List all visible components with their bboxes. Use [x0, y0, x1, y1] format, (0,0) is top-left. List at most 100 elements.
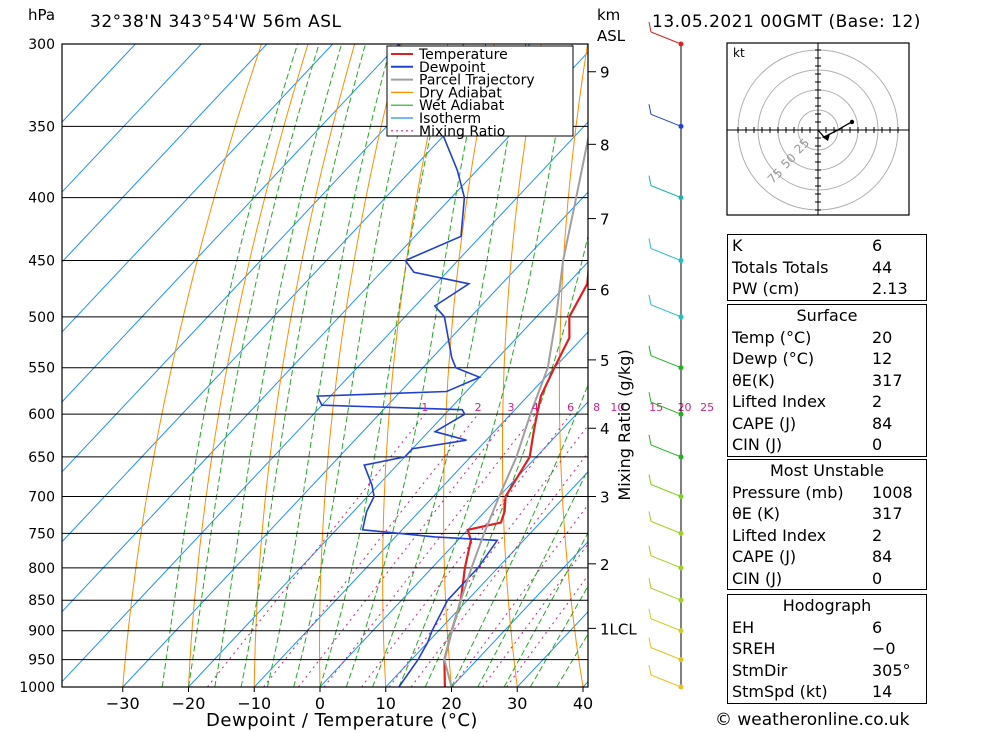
hodograph-value: 305°	[872, 660, 911, 680]
most-unstable-row: θE (K) 317	[728, 503, 927, 525]
location-label: 32°38'N 343°54'W 56m ASL	[90, 12, 342, 32]
hodograph-value: −0	[872, 639, 896, 658]
wet-adiabat-line	[503, 531, 588, 687]
mixing-ratio-line	[323, 413, 536, 687]
most-unstable-row: CIN (J) 0	[728, 568, 927, 590]
dry-adiabat-line	[319, 44, 402, 687]
temperature-tick-label: −30	[106, 694, 140, 713]
most-unstable-value: 317	[872, 504, 903, 523]
asl-unit-label: ASL	[597, 27, 626, 45]
surface-row: θE(K) 317	[728, 370, 927, 392]
wind-barb	[650, 520, 682, 534]
hodograph-trace	[817, 121, 853, 138]
wind-barb	[650, 113, 682, 127]
wind-barb-flag	[648, 664, 652, 676]
pressure-tick-label: 1000	[19, 680, 55, 696]
dry-adiabat-line	[188, 44, 309, 687]
most-unstable-label: CAPE (J)	[732, 547, 797, 566]
pressure-tick-label: 400	[28, 191, 55, 207]
pressure-tick-label: 850	[28, 593, 55, 609]
surface-label: Temp (°C)	[732, 327, 812, 347]
wind-barb-flag	[648, 511, 652, 522]
wet-adiabat-line	[266, 44, 392, 687]
temperature-tick-label: 10	[376, 694, 396, 713]
hodograph-row: SREH −0	[728, 638, 927, 660]
surface-value: 84	[872, 413, 893, 433]
most-unstable-label: CIN (J)	[732, 568, 783, 588]
wind-barb-flag	[648, 545, 652, 556]
wind-barb-flag	[648, 474, 652, 485]
pressure-tick-label: 600	[28, 407, 55, 423]
wet-adiabat-line	[214, 44, 343, 687]
wind-barb	[650, 647, 682, 661]
mixing-ratio-label: 15	[649, 401, 663, 414]
index-value: 44	[872, 257, 893, 277]
dry-adiabat-line	[253, 44, 356, 687]
pressure-tick-label: 300	[28, 37, 55, 53]
most-unstable-value: 2	[872, 525, 883, 545]
wet-adiabat-line	[161, 44, 299, 687]
hodograph-label: EH	[732, 617, 755, 637]
most-unstable-label: Pressure (mb)	[732, 482, 844, 502]
dry-adiabat-line	[443, 44, 495, 687]
mixing-ratio-label: 6	[567, 401, 574, 414]
height-tick-label: 9	[600, 64, 610, 82]
pressure-unit-label: hPa	[28, 6, 56, 24]
mixing-ratio-line	[361, 413, 572, 687]
parcel-trajectory-curve	[443, 134, 588, 687]
hodograph-row: StmSpd (kt) 14	[728, 681, 927, 703]
wind-barb-flag	[648, 608, 652, 619]
surface-value: 20	[872, 327, 893, 347]
mixing-ratio-line	[298, 413, 512, 687]
legend-label: Isotherm	[419, 111, 481, 127]
isotherm-line	[62, 44, 399, 403]
storm-motion-marker	[822, 134, 830, 141]
surface-label: CIN (J)	[732, 435, 783, 454]
most-unstable-row: Pressure (mb) 1008	[728, 482, 927, 504]
wind-barb-flag	[648, 434, 652, 446]
most-unstable-row: Lifted Index 2	[728, 525, 927, 547]
mixing-ratio-labels: 1 2 3 4 6 8 10 15 20 25	[421, 401, 714, 414]
km-unit-label: km	[597, 6, 621, 24]
height-tick-label: 2	[600, 556, 610, 574]
hodograph-label: StmDir	[732, 660, 788, 680]
wind-barb	[650, 355, 682, 369]
wind-barb	[650, 555, 682, 569]
pressure-tick-label: 500	[28, 310, 55, 326]
mixing-ratio-axis-label: Mixing Ratio (g/kg)	[615, 349, 634, 500]
plot-frame	[61, 43, 589, 688]
height-tick-label: 6	[600, 281, 610, 299]
wind-barb	[650, 185, 682, 199]
pressure-tick-label: 900	[28, 624, 55, 640]
height-tick-label: 3	[600, 489, 610, 507]
surface-row: CAPE (J) 84	[728, 413, 927, 435]
surface-row: Dewp (°C) 12	[728, 348, 927, 370]
wind-barb	[650, 618, 682, 632]
index-row: Totals Totals 44	[728, 257, 927, 279]
wet-adiabat-line	[451, 383, 588, 687]
hodograph-label: StmSpd (kt)	[732, 682, 828, 701]
isotherm-line	[451, 541, 588, 687]
temperature-tick-label: 0	[315, 694, 325, 713]
height-tick-label: 4	[600, 420, 610, 438]
mixing-ratio-line	[410, 451, 588, 687]
wind-barb-flag	[648, 238, 652, 249]
most-unstable-label: Lifted Index	[732, 525, 827, 545]
isotherm-line	[62, 44, 202, 193]
wet-adiabat-line	[293, 44, 420, 687]
pressure-tick-label: 650	[28, 450, 55, 466]
mixing-ratio-label: 4	[532, 401, 539, 414]
hodograph-table: Hodograph EH 6 SREH −0 StmDir 305° StmSpd (kt)…	[727, 594, 927, 704]
temperature-tick-label: 20	[441, 694, 461, 713]
dry-adiabat-line	[502, 44, 542, 687]
pressure-tick-label: 350	[28, 119, 55, 135]
legend-label: Dry Adiabat	[419, 85, 502, 101]
most-unstable-table: Most Unstable Pressure (mb) 1008 θE (K) 317…	[727, 459, 927, 590]
wet-adiabat-line	[188, 44, 320, 687]
most-unstable-row: CAPE (J) 84	[728, 546, 927, 568]
mixing-ratio-label: 3	[508, 401, 515, 414]
most-unstable-value: 84	[872, 547, 893, 566]
wind-barb	[650, 444, 682, 458]
wind-barb-flag	[648, 392, 652, 403]
